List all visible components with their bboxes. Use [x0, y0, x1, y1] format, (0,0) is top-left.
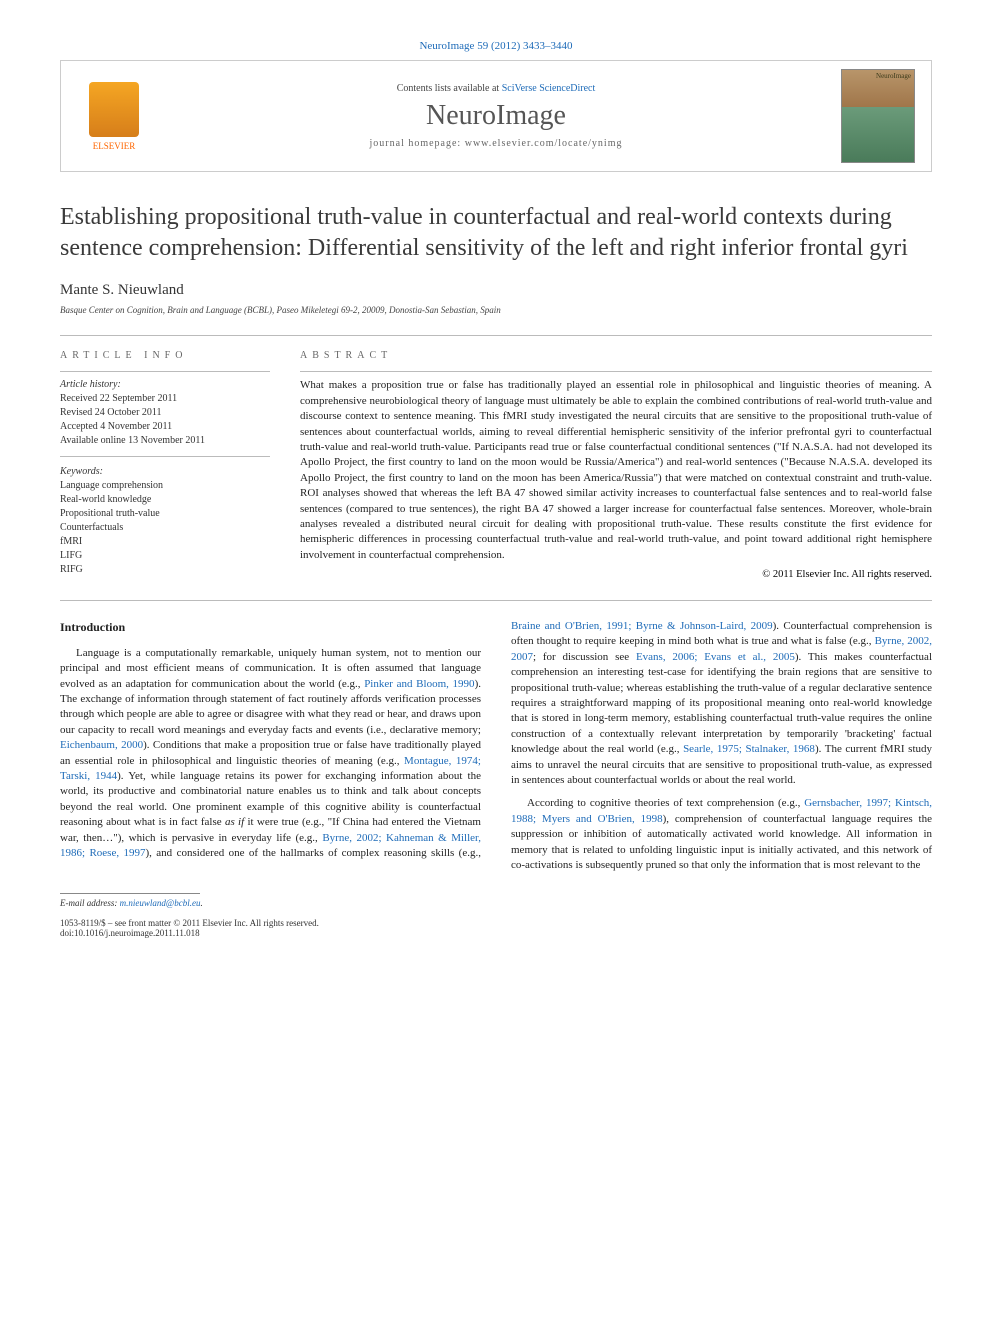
- author-name: Mante S. Nieuwland: [60, 282, 932, 299]
- sciencedirect-link[interactable]: SciVerse ScienceDirect: [502, 83, 596, 94]
- journal-masthead: ELSEVIER Contents lists available at Sci…: [60, 60, 932, 172]
- abstract-text: What makes a proposition true or false h…: [300, 378, 932, 563]
- citation-link[interactable]: Evans, 2006; Evans et al., 2005: [636, 651, 795, 663]
- article-history-block: Article history: Received 22 September 2…: [60, 378, 270, 577]
- body-separator-rule: [60, 600, 932, 601]
- email-link[interactable]: m.nieuwland@bcbl.eu: [120, 898, 201, 908]
- journal-citation-link[interactable]: NeuroImage 59 (2012) 3433–3440: [419, 40, 572, 52]
- keyword-item: Real-world knowledge: [60, 493, 270, 507]
- citation-link[interactable]: Eichenbaum, 2000: [60, 739, 143, 751]
- keyword-item: LIFG: [60, 549, 270, 563]
- keywords-label: Keywords:: [60, 465, 270, 479]
- contents-available-line: Contents lists available at SciVerse Sci…: [167, 83, 825, 94]
- doi-line: doi:10.1016/j.neuroimage.2011.11.018: [60, 928, 932, 938]
- article-body: Introduction Language is a computational…: [60, 619, 932, 873]
- accepted-date: Accepted 4 November 2011: [60, 420, 270, 434]
- separator-rule: [60, 335, 932, 336]
- journal-name: NeuroImage: [167, 100, 825, 132]
- article-title: Establishing propositional truth-value i…: [60, 202, 932, 264]
- elsevier-tree-icon: [89, 82, 139, 137]
- keyword-item: RIFG: [60, 563, 270, 577]
- citation-link[interactable]: Pinker and Bloom, 1990: [364, 678, 474, 690]
- journal-citation-header: NeuroImage 59 (2012) 3433–3440: [60, 40, 932, 52]
- abstract-rule: [300, 371, 932, 372]
- keyword-item: Language comprehension: [60, 479, 270, 493]
- abstract-copyright: © 2011 Elsevier Inc. All rights reserved…: [300, 569, 932, 580]
- corresponding-email-line: E-mail address: m.nieuwland@bcbl.eu.: [60, 898, 932, 908]
- citation-link[interactable]: Braine and O'Brien, 1991; Byrne & Johnso…: [511, 620, 773, 632]
- online-date: Available online 13 November 2011: [60, 434, 270, 448]
- keyword-item: Counterfactuals: [60, 521, 270, 535]
- footnote-rule: [60, 893, 200, 894]
- journal-homepage-line: journal homepage: www.elsevier.com/locat…: [167, 138, 825, 149]
- journal-cover-thumbnail: [841, 69, 915, 163]
- introduction-heading: Introduction: [60, 619, 481, 636]
- body-paragraph: According to cognitive theories of text …: [511, 796, 932, 873]
- citation-link[interactable]: Searle, 1975; Stalnaker, 1968: [683, 743, 815, 755]
- history-label: Article history:: [60, 378, 270, 392]
- keyword-item: fMRI: [60, 535, 270, 549]
- journal-cover-area: [825, 61, 931, 171]
- abstract-label: ABSTRACT: [300, 350, 932, 361]
- elsevier-logo: ELSEVIER: [79, 76, 149, 156]
- revised-date: Revised 24 October 2011: [60, 406, 270, 420]
- publisher-logo-area: ELSEVIER: [61, 61, 167, 171]
- keyword-item: Propositional truth-value: [60, 507, 270, 521]
- author-affiliation: Basque Center on Cognition, Brain and La…: [60, 305, 932, 315]
- article-info-label: ARTICLE INFO: [60, 350, 270, 361]
- issn-copyright-line: 1053-8119/$ – see front matter © 2011 El…: [60, 918, 932, 928]
- received-date: Received 22 September 2011: [60, 392, 270, 406]
- info-rule: [60, 371, 270, 372]
- publisher-name: ELSEVIER: [93, 141, 136, 151]
